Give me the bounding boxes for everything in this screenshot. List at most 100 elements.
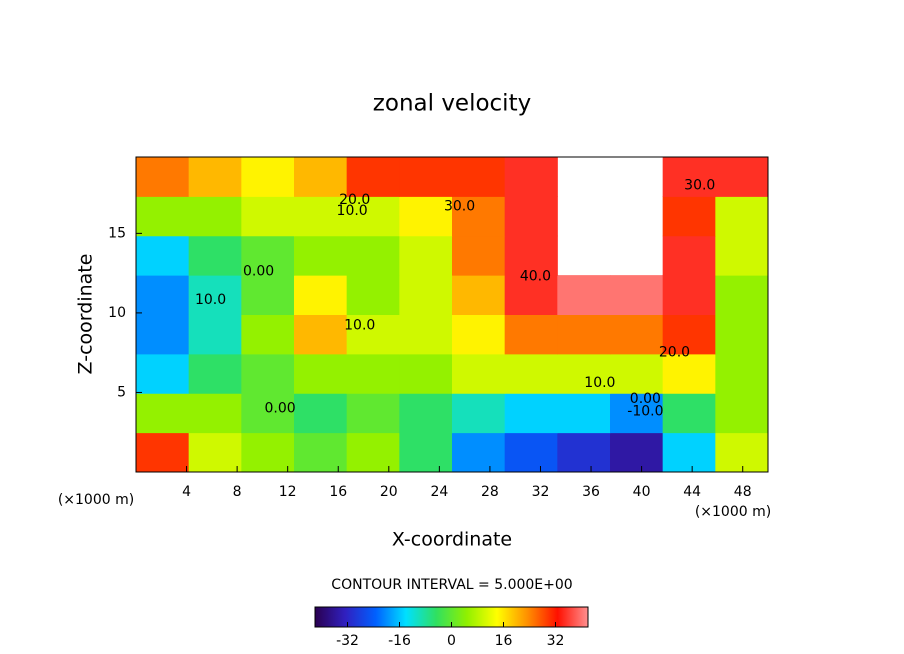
field-cell [294,235,348,276]
contour-interval: CONTOUR INTERVAL = 5.000E+00 [331,577,572,593]
field-cell [136,314,190,355]
colorbar-tick-label: 32 [547,633,565,649]
contour-label: 0.00 [243,264,274,280]
x-axis-label: X-coordinate [392,529,512,551]
field: 30.020.010.040.030.00.0010.010.020.010.0… [136,157,769,473]
field-cell [136,196,190,237]
x-tick-label: 36 [582,484,600,500]
contour-label: -10.0 [627,404,663,420]
field-cell [346,353,400,394]
field-cell [294,353,348,394]
field-cell [346,235,400,276]
field-cell [294,393,348,434]
colorbar-tick-label: 0 [447,633,456,649]
contour-label: 10.0 [195,292,226,308]
field-cell [241,157,295,197]
field-cell [188,314,242,355]
field-cell [715,157,769,197]
field-cell [610,314,664,355]
colorbar-tick-label: -16 [388,633,411,649]
contour-label: 10.0 [337,203,368,219]
y-axis-label: Z-coordinate [75,254,97,375]
field-cell [346,432,400,473]
contour-label: 40.0 [520,268,551,284]
field-cell [188,393,242,434]
field-cell [294,275,348,315]
field-cell [662,275,716,315]
field-cell [452,393,506,434]
colorbar-tick-label: -32 [336,633,359,649]
field-cell [557,353,611,394]
field-cell [715,393,769,434]
field-cell [715,432,769,473]
field-cell [241,235,295,276]
contour-label: 0.00 [630,391,661,407]
contour-label: 10.0 [344,318,375,334]
field-cell [294,157,348,197]
field-cell [136,157,190,197]
field-cell [241,275,295,315]
field-cell [557,275,611,315]
field-cell [346,393,400,434]
field-cell [504,432,558,473]
x-tick-label: 28 [481,484,499,500]
field-cell [241,393,295,434]
field-cell [399,196,453,237]
field-cell [399,235,453,276]
y-tick-label: 15 [108,225,126,241]
field-cell [188,196,242,237]
contour-label: 10.0 [584,375,615,391]
y-tick-label: 5 [117,384,126,400]
field-cell [294,432,348,473]
field-cell [452,432,506,473]
field-cell [504,196,558,237]
field-cell [399,157,453,197]
field-cell [241,314,295,355]
x-unit: (×1000 m) [58,492,134,508]
x-tick-label: 32 [532,484,550,500]
field-cell [610,432,664,473]
field-cell [294,196,348,237]
field-cell [136,235,190,276]
field-cell [241,196,295,237]
field-cell [504,157,558,197]
x-tick-label: 24 [430,484,448,500]
field-cell [557,432,611,473]
field-cell [610,393,664,434]
field-cell [452,235,506,276]
x-tick-label: 16 [329,484,347,500]
field-cell [346,196,400,237]
x-tick-label: 20 [380,484,398,500]
field-cell [136,393,190,434]
field-cell [452,196,506,237]
contour-label: 30.0 [684,178,715,194]
x-tick-label: 12 [279,484,297,500]
field-cell [662,314,716,355]
field-cell [399,353,453,394]
field-cell [452,314,506,355]
field-cell [662,393,716,434]
y-tick-label: 10 [108,305,126,321]
field-cell [188,275,242,315]
field-cell [662,235,716,276]
field-cell [504,275,558,315]
field-cell [346,314,400,355]
colorbar-tick-label: 16 [495,633,513,649]
field-cell [715,235,769,276]
x-unit: (×1000 m) [695,504,771,520]
field-cell [557,314,611,355]
x-tick-label: 4 [182,484,191,500]
x-tick-label: 44 [683,484,701,500]
field-cell [294,314,348,355]
field-cell [346,275,400,315]
field-cell [662,353,716,394]
field-cell [241,353,295,394]
field-cell [662,432,716,473]
field-cell [136,432,190,473]
field-cell [715,314,769,355]
field-cell [715,275,769,315]
contour-label: 20.0 [659,345,690,361]
field-cell [662,157,716,197]
x-tick-label: 8 [233,484,242,500]
